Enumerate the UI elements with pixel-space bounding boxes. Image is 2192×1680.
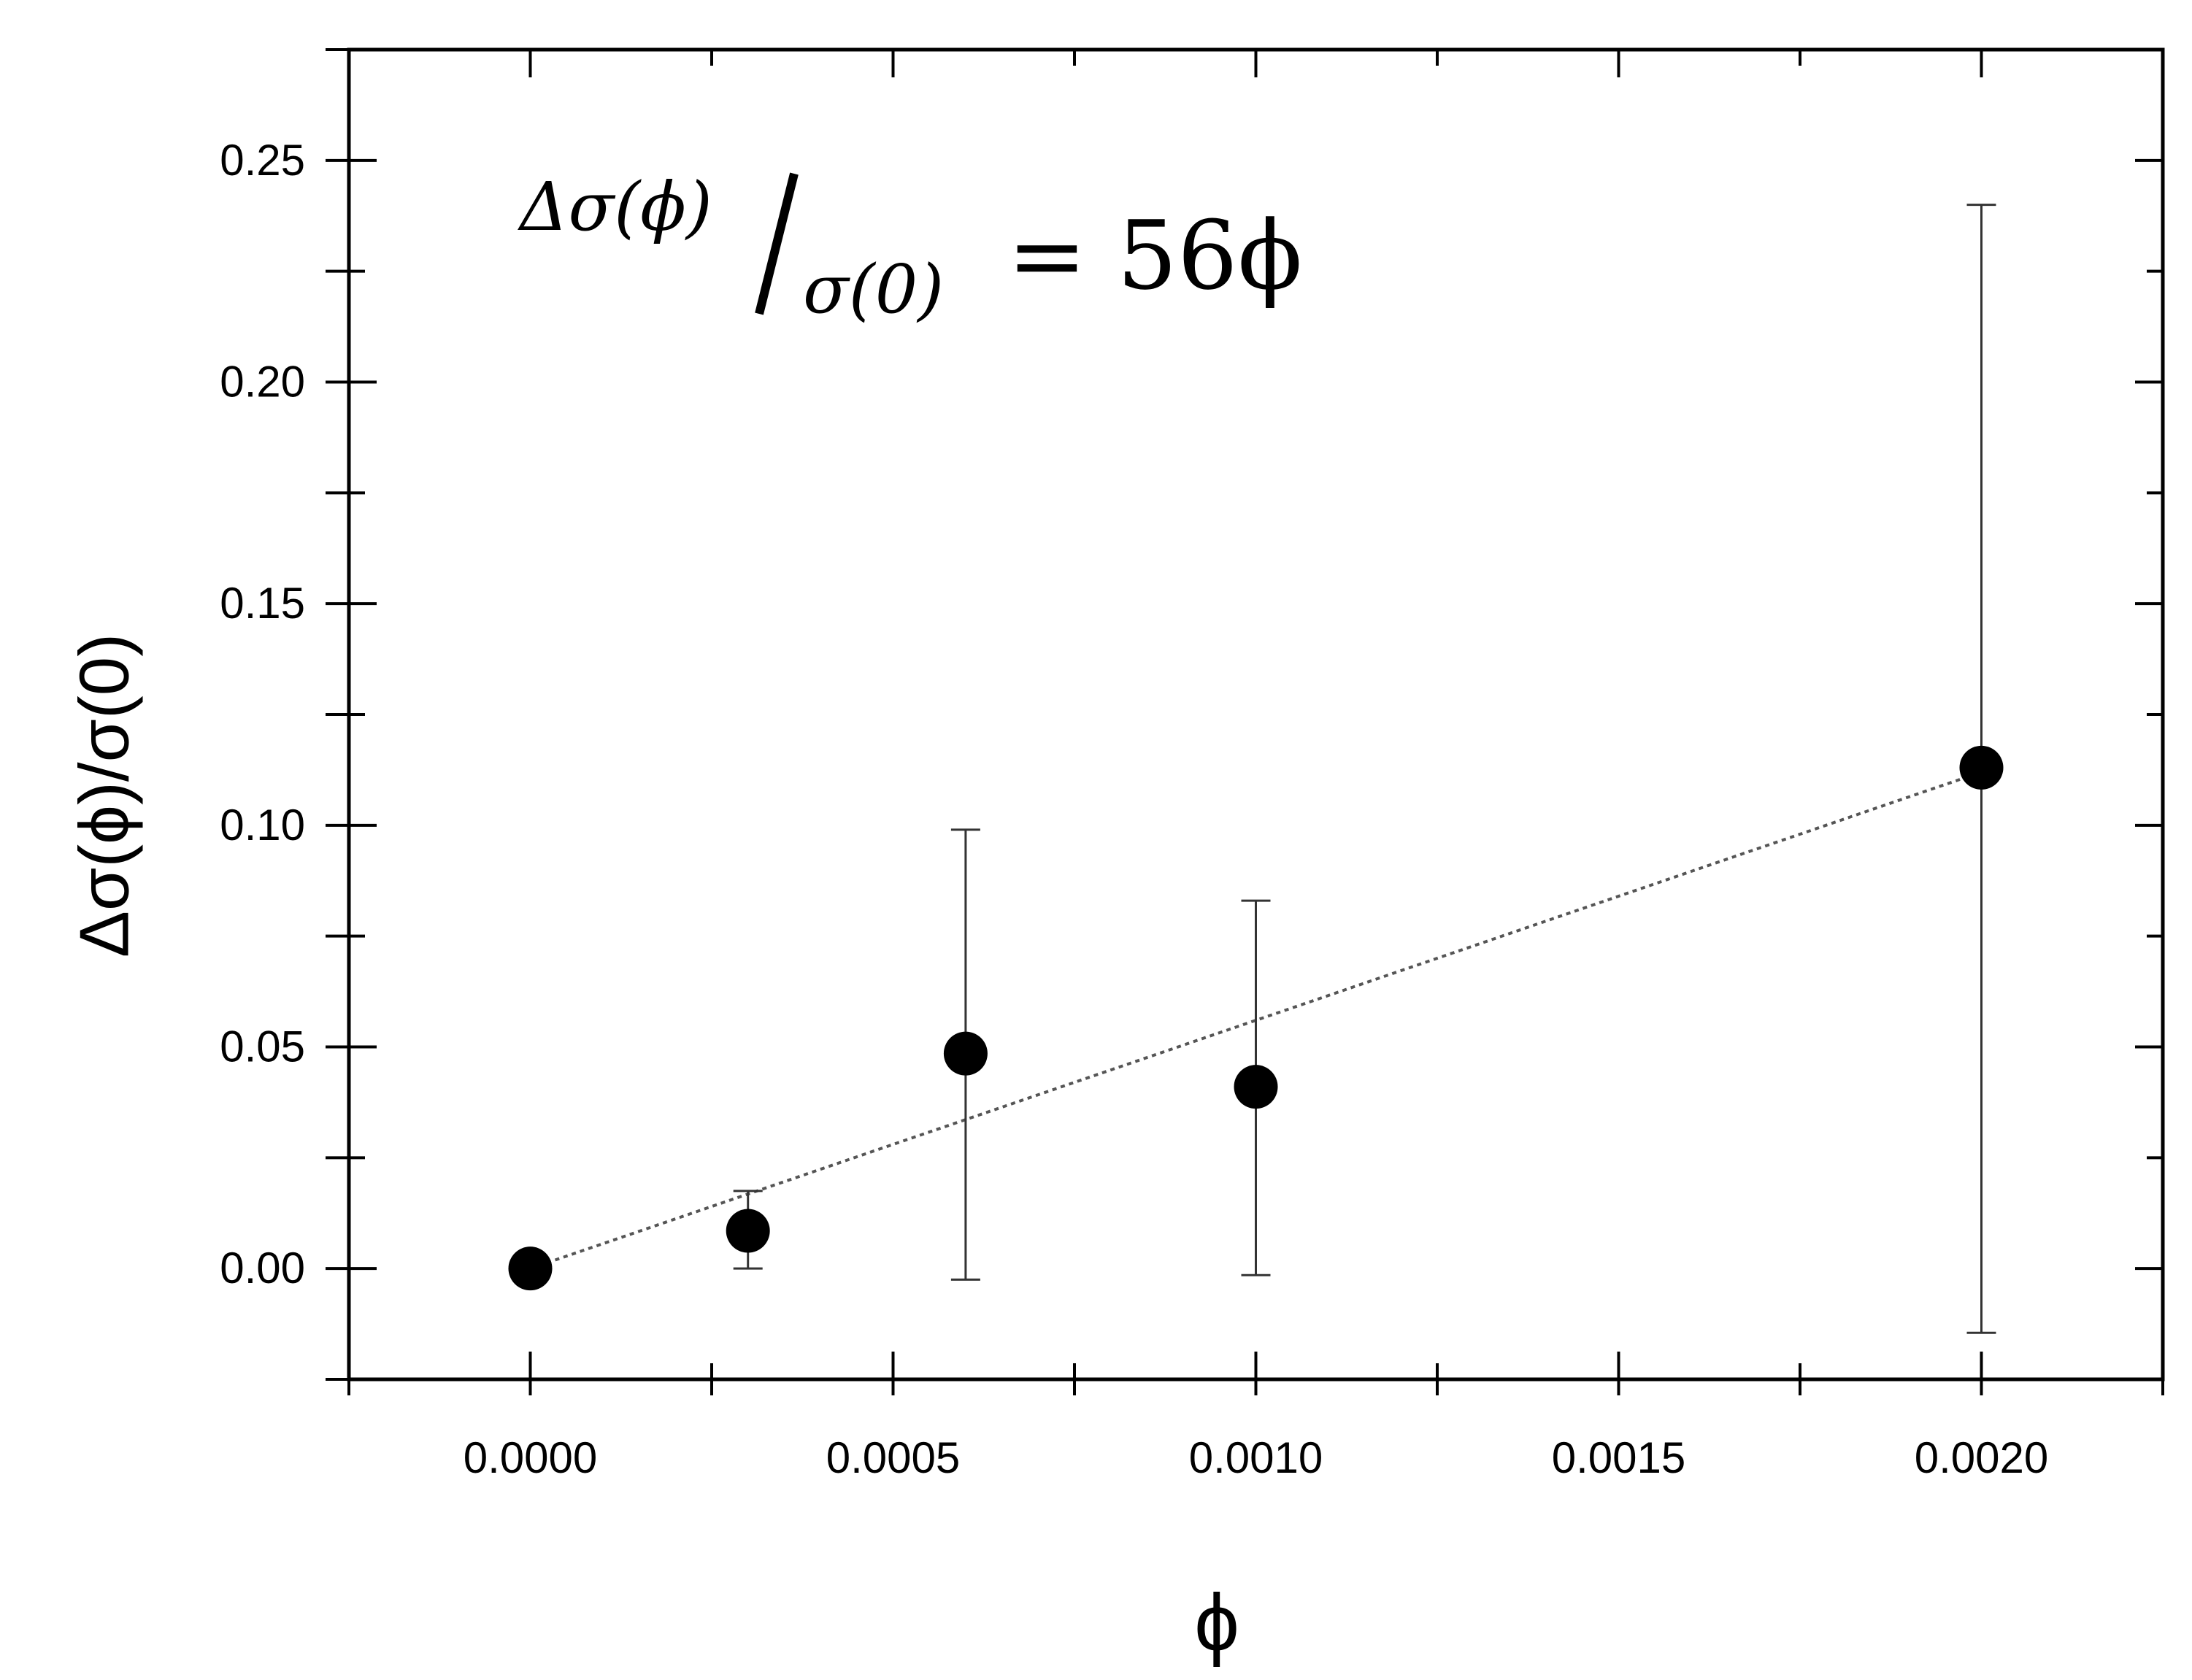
x-tick-label: 0.0000 — [464, 1433, 598, 1482]
data-point — [1234, 1065, 1278, 1109]
x-tick-label: 0.0020 — [1915, 1433, 2049, 1482]
plot-layer: 0.00 0.05 0.10 0.15 0.20 0.25 0.0000 0.0005 0.00… — [220, 47, 2165, 1482]
y-tick-label: 0.05 — [220, 1022, 305, 1071]
equation-rhs: = 56ϕ — [1007, 200, 1302, 311]
y-tick-label: 0.15 — [220, 579, 305, 628]
y-axis-title: Δσ(ϕ)/σ(0) — [65, 633, 143, 957]
x-tick-label: 0.0015 — [1552, 1433, 1686, 1482]
equation-denominator: σ(0) — [803, 250, 944, 328]
equation-slash — [755, 172, 799, 315]
y-tick-label: 0.10 — [220, 801, 305, 849]
x-tick-label: 0.0005 — [826, 1433, 961, 1482]
equation-annotation: Δσ(ϕ) σ(0) = 56ϕ — [518, 168, 1302, 328]
y-tick-label: 0.25 — [220, 136, 305, 185]
equation-numerator: Δσ(ϕ) — [518, 168, 712, 246]
y-tick-label: 0.00 — [220, 1244, 305, 1292]
data-point — [943, 1031, 988, 1076]
data-point — [1959, 745, 2004, 790]
data-point — [508, 1246, 553, 1291]
x-axis-title: ϕ — [1194, 1578, 1239, 1668]
fit-line — [529, 771, 1983, 1271]
y-tick-label: 0.20 — [220, 358, 305, 406]
data-point — [726, 1209, 770, 1253]
x-tick-label: 0.0010 — [1189, 1433, 1323, 1482]
y-axis-title-group: Δσ(ϕ)/σ(0) — [65, 633, 143, 957]
